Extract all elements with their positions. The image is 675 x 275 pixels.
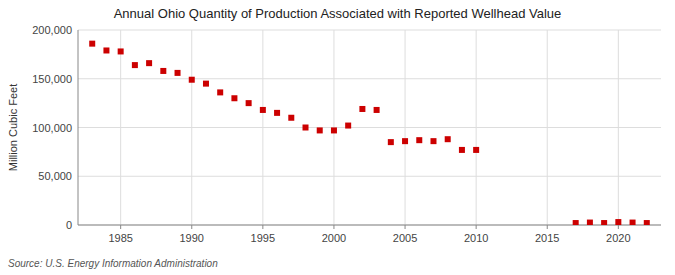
point: 1988: 158000 bbox=[160, 68, 166, 74]
x-tick bbox=[262, 225, 263, 229]
x-tick bbox=[405, 225, 406, 229]
y-tick-label: 200,000 bbox=[32, 24, 72, 36]
x-grid-line bbox=[262, 30, 263, 225]
point: 1991: 145000 bbox=[203, 81, 209, 87]
point: 2017: 2000 bbox=[573, 220, 579, 225]
point: 1999: 97000 bbox=[317, 127, 323, 133]
source-note: Source: U.S. Energy Information Administ… bbox=[8, 258, 218, 269]
x-grid-line bbox=[191, 30, 192, 225]
point: 1995: 118000 bbox=[260, 107, 266, 113]
point: 1997: 110000 bbox=[288, 115, 294, 121]
point: 2021: 2500 bbox=[630, 220, 636, 225]
point: 2001: 102000 bbox=[345, 123, 351, 129]
x-tick-label: 2000 bbox=[322, 232, 346, 244]
point: 1996: 115000 bbox=[274, 110, 280, 116]
point: 1987: 166000 bbox=[146, 60, 152, 66]
point: 1994: 125000 bbox=[246, 100, 252, 106]
y-tick-label: 0 bbox=[66, 219, 72, 231]
point: 1984: 179000 bbox=[103, 47, 109, 53]
x-tick-label: 2005 bbox=[393, 232, 417, 244]
y-tick-label: 150,000 bbox=[32, 73, 72, 85]
point: 1983: 186000 bbox=[89, 41, 95, 47]
point: 2018: 2500 bbox=[587, 220, 593, 225]
point: 2003: 118000 bbox=[374, 107, 380, 113]
point: 1989: 156000 bbox=[175, 70, 181, 76]
point: 2010: 77000 bbox=[473, 147, 479, 153]
x-tick-label: 2015 bbox=[535, 232, 559, 244]
point: 1986: 164000 bbox=[132, 62, 138, 68]
y-tick-label: 100,000 bbox=[32, 122, 72, 134]
x-tick bbox=[191, 225, 192, 229]
x-tick bbox=[476, 225, 477, 229]
x-tick-label: 2020 bbox=[606, 232, 630, 244]
grid bbox=[78, 30, 661, 225]
y-axis-line bbox=[78, 30, 79, 225]
x-grid-line bbox=[618, 30, 619, 225]
x-grid-line bbox=[405, 30, 406, 225]
point: 1992: 136000 bbox=[217, 89, 223, 95]
point: 1985: 178000 bbox=[118, 48, 124, 54]
point: 1993: 130000 bbox=[231, 95, 237, 101]
point: 2007: 86000 bbox=[430, 138, 436, 144]
point: 2005: 86000 bbox=[402, 138, 408, 144]
x-tick bbox=[120, 225, 121, 229]
y-grid-line bbox=[78, 176, 661, 177]
axes: 0 50,000 100,000 150,000 200,000 1985 1990 1995… bbox=[32, 24, 661, 244]
title: Annual Ohio Quantity of Production Assoc… bbox=[114, 6, 562, 21]
y-axis-label: Million Cubic Feet bbox=[7, 84, 19, 171]
x-tick-label: 1995 bbox=[251, 232, 275, 244]
x-grid-line bbox=[476, 30, 477, 225]
point: 2019: 2000 bbox=[601, 220, 607, 225]
point: 2022: 2000 bbox=[644, 220, 650, 225]
y-grid-line bbox=[78, 78, 661, 79]
x-tick bbox=[333, 225, 334, 229]
point: 1998: 100000 bbox=[303, 125, 309, 131]
point: 1990: 149000 bbox=[189, 77, 195, 83]
point: 2009: 77000 bbox=[459, 147, 465, 153]
point: 2020: 3000 bbox=[615, 219, 621, 225]
chart-container: Annual Ohio Quantity of Production Assoc… bbox=[0, 0, 675, 275]
y-grid-line bbox=[78, 127, 661, 128]
point: 2004: 85000 bbox=[388, 139, 394, 145]
x-tick-label: 1985 bbox=[108, 232, 132, 244]
x-grid-line bbox=[120, 30, 121, 225]
point: 2000: 97000 bbox=[331, 127, 337, 133]
point: 2006: 87000 bbox=[416, 137, 422, 143]
point: 2002: 119000 bbox=[359, 106, 365, 112]
x-tick-label: 1990 bbox=[180, 232, 204, 244]
x-tick bbox=[618, 225, 619, 229]
y-tick-label: 50,000 bbox=[38, 170, 72, 182]
points: 1983: 186000 1984: 179000 1985: 178000 1986… bbox=[89, 41, 650, 225]
chart-svg: Annual Ohio Quantity of Production Assoc… bbox=[0, 0, 675, 275]
y-grid-line bbox=[78, 30, 661, 31]
point: 2008: 88000 bbox=[445, 136, 451, 142]
x-tick-label: 2010 bbox=[464, 232, 488, 244]
x-grid-line bbox=[547, 30, 548, 225]
x-tick bbox=[547, 225, 548, 229]
